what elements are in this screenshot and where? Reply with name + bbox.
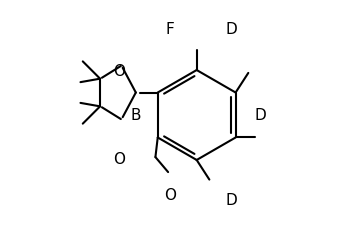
Text: D: D: [225, 22, 237, 37]
Text: O: O: [114, 152, 125, 167]
Text: D: D: [225, 192, 237, 207]
Text: B: B: [130, 108, 141, 123]
Text: D: D: [254, 108, 266, 123]
Text: O: O: [164, 187, 176, 202]
Text: O: O: [114, 63, 125, 78]
Text: F: F: [165, 22, 174, 37]
